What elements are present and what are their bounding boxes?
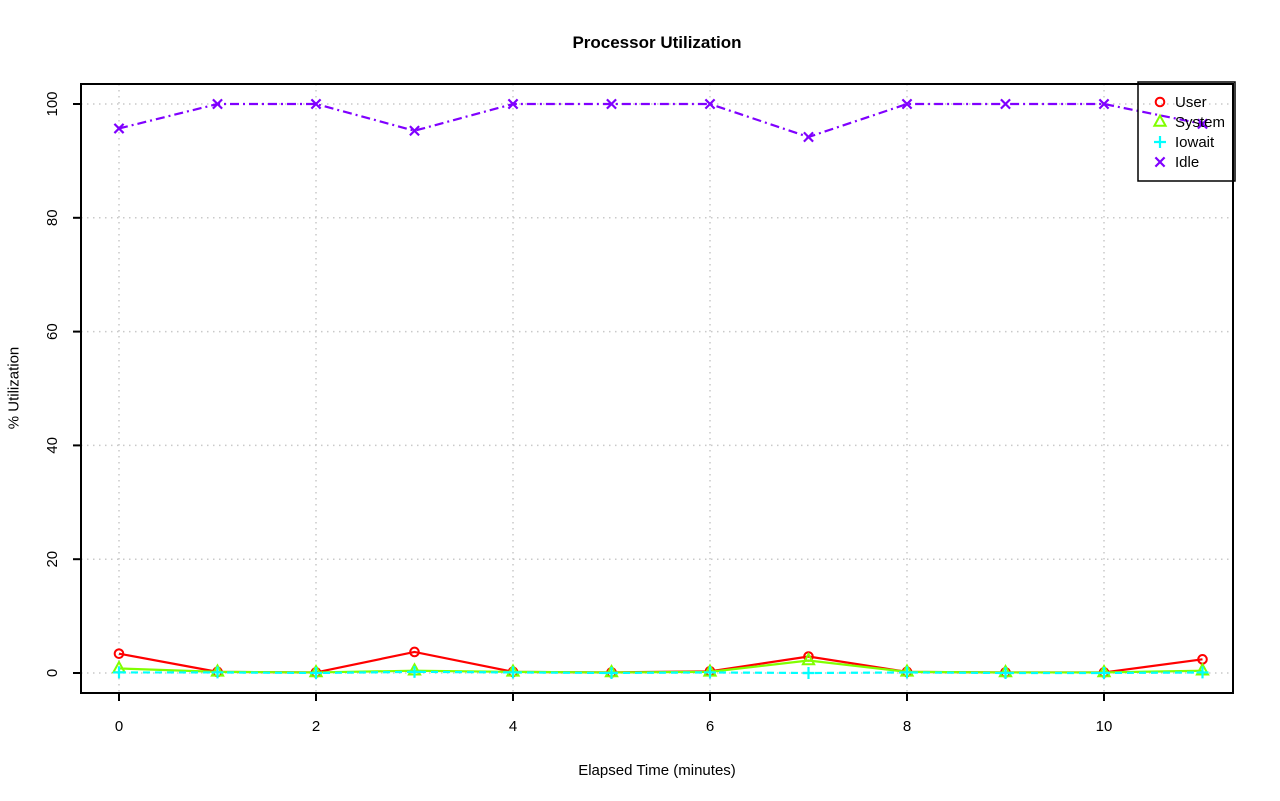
marker-plus	[704, 666, 716, 679]
gridlines	[81, 84, 1233, 693]
x-tick-label: 10	[1096, 718, 1113, 735]
legend-item-system: System	[1152, 113, 1225, 131]
series-line-idle	[118, 102, 1203, 139]
marker-x	[409, 125, 420, 137]
marker-x	[803, 131, 814, 143]
x-tick-label: 6	[706, 718, 714, 735]
legend-box	[1137, 81, 1236, 182]
x-tick-label: 0	[115, 718, 123, 735]
marker-plus	[1098, 667, 1110, 679]
marker-x	[901, 98, 913, 110]
marker-plus	[999, 667, 1012, 679]
marker-plus	[1196, 666, 1209, 679]
marker-plus	[310, 667, 322, 679]
x-tick-label: 8	[903, 718, 911, 735]
marker-circle	[409, 646, 420, 658]
marker-triangle	[1152, 113, 1168, 127]
marker-plus	[605, 667, 618, 679]
marker-triangle	[801, 652, 816, 666]
marker-x	[1197, 118, 1208, 130]
legend-label: Iowait	[1175, 134, 1215, 151]
marker-x	[704, 98, 716, 110]
y-tick-label: 20	[44, 551, 61, 568]
legend-item-iowait: Iowait	[1154, 134, 1215, 151]
x-tick-label: 4	[509, 718, 517, 735]
series-idle	[113, 98, 1208, 143]
series-line-system	[118, 659, 1203, 674]
marker-x	[1098, 98, 1110, 110]
marker-circle	[1154, 96, 1166, 108]
legend-item-user: User	[1154, 94, 1207, 111]
legend-label: User	[1175, 94, 1207, 111]
y-tick-label: 40	[44, 437, 61, 454]
marker-x	[113, 123, 125, 134]
legend: User System Iowait Idle	[1137, 81, 1236, 182]
series-iowait	[113, 665, 1209, 679]
marker-x	[310, 98, 322, 110]
series-line-user	[118, 650, 1203, 674]
marker-plus	[507, 666, 519, 679]
marker-x	[1000, 98, 1011, 110]
marker-x	[212, 98, 223, 110]
y-tick-label: 100	[44, 91, 61, 116]
marker-x	[507, 98, 519, 110]
y-tick-label: 60	[44, 323, 61, 340]
marker-plus	[802, 667, 815, 679]
plot-frame	[80, 83, 1234, 694]
x-axis-title: Elapsed Time (minutes)	[578, 762, 736, 779]
marker-x	[606, 98, 617, 110]
legend-label: System	[1175, 114, 1225, 131]
series-line-iowait	[119, 670, 1203, 675]
marker-plus	[1154, 136, 1166, 148]
y-tick-label: 80	[44, 209, 61, 226]
marker-x	[1154, 156, 1166, 168]
marker-plus	[211, 666, 224, 679]
legend-item-idle: Idle	[1154, 154, 1199, 171]
x-tick-label: 2	[312, 718, 320, 735]
marker-circle	[113, 648, 125, 659]
chart-title: Processor Utilization	[572, 33, 742, 52]
legend-label: Idle	[1175, 154, 1199, 171]
marker-plus	[408, 665, 421, 678]
marker-plus	[113, 666, 125, 679]
y-tick-label: 0	[44, 669, 61, 677]
marker-plus	[901, 666, 913, 679]
